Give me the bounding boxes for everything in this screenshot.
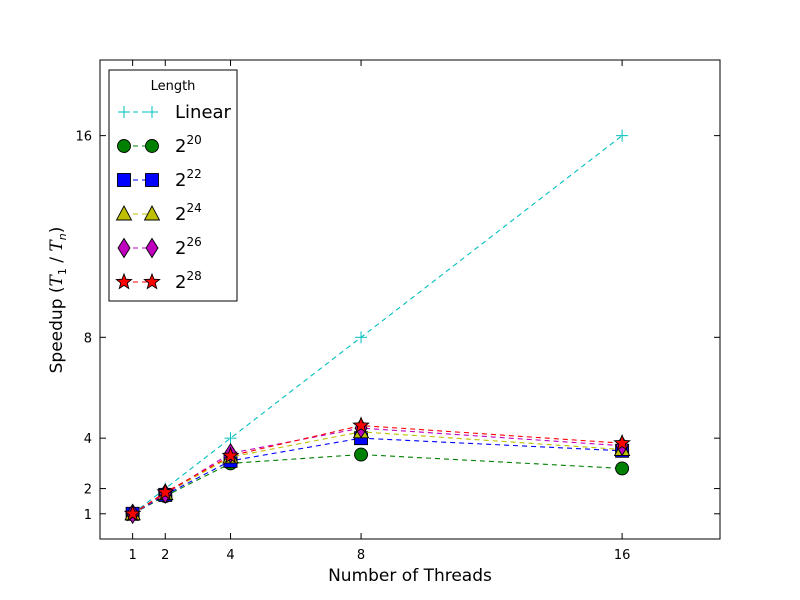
series-linear-point-16 — [616, 129, 629, 142]
x-tick-label-16: 16 — [614, 548, 631, 563]
x-tick-label-4: 4 — [226, 548, 234, 563]
legend-entry-2-20-label-base: 2 — [175, 136, 186, 157]
legend-entry-2-26-label-base: 2 — [175, 238, 186, 259]
legend-entry-2-22-marker-b — [145, 173, 159, 187]
legend-entry-2-24-label-exp: 24 — [186, 201, 201, 215]
plot-frame — [99, 59, 721, 540]
series-2-26-line — [132, 427, 623, 515]
series-2-28-point-8 — [352, 416, 370, 434]
legend-entry-linear: Linear — [118, 102, 232, 123]
y-tick-label-1: 1 — [84, 508, 92, 523]
y-axis-label-slash: / — [47, 252, 67, 269]
legend-entry-2-20-marker-a — [117, 139, 131, 153]
series-linear-point-4 — [224, 432, 237, 445]
legend-entry-linear-marker-b — [146, 106, 158, 118]
y-axis-label-prefix: Speedup ( — [47, 286, 67, 373]
series-layer — [123, 129, 631, 525]
legend-entry-2-22-label-exp: 22 — [186, 167, 201, 181]
y-tick-label-16: 16 — [75, 130, 92, 145]
y-axis-label: Speedup (T1 / Tn) — [47, 227, 69, 374]
legend-entry-2-20-marker-b — [145, 139, 159, 153]
legend-entry-2-26-label: 226 — [175, 235, 202, 259]
series-2-28-point-4 — [221, 446, 240, 464]
x-tick-label-1: 1 — [128, 548, 136, 563]
legend-entry-2-24: 224 — [115, 201, 202, 225]
series-2-28-point-16 — [613, 433, 631, 451]
legend-entry-2-22: 222 — [117, 167, 202, 191]
series-linear-point-8 — [355, 331, 368, 344]
y-tick-label-4: 4 — [84, 432, 92, 447]
legend-entry-2-20: 220 — [117, 133, 202, 157]
legend-entry-2-22-marker-a — [117, 173, 131, 187]
legend-entry-2-20-label: 220 — [175, 133, 202, 157]
series-linear-line — [132, 135, 623, 515]
x-tick-label-2: 2 — [161, 548, 169, 563]
legend-entry-2-26: 226 — [117, 235, 202, 259]
y-axis-label-suffix: ) — [47, 227, 67, 234]
y-tick-label-2: 2 — [84, 483, 92, 498]
legend-entry-2-26-label-exp: 26 — [186, 235, 201, 249]
legend-entry-2-28: 228 — [115, 269, 202, 293]
legend-entry-2-24-marker-a — [115, 205, 133, 221]
legend-entry-2-24-marker-b — [143, 205, 161, 221]
legend-entry-2-22-label: 222 — [175, 167, 202, 191]
legend-entry-linear-label-base: Linear — [175, 102, 232, 123]
x-axis-label: Number of Threads — [328, 566, 492, 586]
legend-entry-linear-label: Linear — [175, 102, 232, 123]
legend-title: Length — [151, 79, 196, 94]
legend-entry-2-24-label-base: 2 — [175, 204, 186, 225]
legend-entry-2-28-marker-a — [115, 272, 133, 290]
legend-entry-2-28-label-base: 2 — [175, 272, 186, 293]
legend-entry-2-22-label-base: 2 — [175, 170, 186, 191]
series-2-28-point-1 — [123, 504, 142, 522]
series-2-20-point-16 — [615, 461, 630, 476]
series-2-28-point-2 — [156, 483, 175, 500]
series-2-28-line — [132, 424, 623, 515]
y-tick-label-8: 8 — [84, 331, 92, 346]
series-2-20-point-8 — [354, 447, 369, 462]
series-2-24-line — [132, 431, 623, 515]
legend-entry-2-28-label: 228 — [175, 269, 202, 293]
y-axis-label-t1: T — [47, 273, 67, 286]
y-axis-label-subn: n — [56, 233, 69, 240]
y-axis-label-tn: T — [47, 239, 67, 252]
legend-entry-2-26-marker-a — [117, 237, 131, 259]
legend-entry-2-28-marker-b — [143, 272, 161, 290]
legend-entry-2-26-marker-b — [145, 237, 159, 259]
legend-entry-2-24-label: 224 — [175, 201, 202, 225]
legend-entry-2-20-label-exp: 20 — [186, 133, 201, 147]
legend-entry-2-28-label-exp: 28 — [186, 269, 201, 283]
legend-entry-linear-marker-a — [118, 106, 130, 118]
x-tick-label-8: 8 — [357, 548, 365, 563]
y-axis-label-sub1: 1 — [56, 268, 69, 275]
